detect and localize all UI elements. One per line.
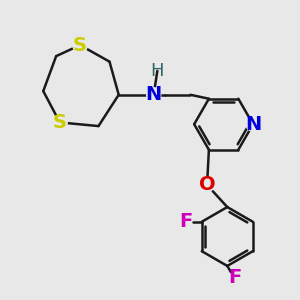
- Text: N: N: [245, 115, 261, 134]
- Text: S: S: [53, 113, 67, 132]
- Circle shape: [147, 88, 161, 102]
- Circle shape: [52, 115, 67, 130]
- Text: O: O: [199, 176, 215, 194]
- Text: N: N: [146, 85, 162, 104]
- Text: F: F: [228, 268, 241, 287]
- Circle shape: [73, 38, 87, 52]
- Text: F: F: [180, 212, 193, 231]
- Text: S: S: [73, 36, 87, 55]
- Circle shape: [246, 117, 260, 131]
- Text: H: H: [151, 62, 164, 80]
- Circle shape: [200, 178, 214, 192]
